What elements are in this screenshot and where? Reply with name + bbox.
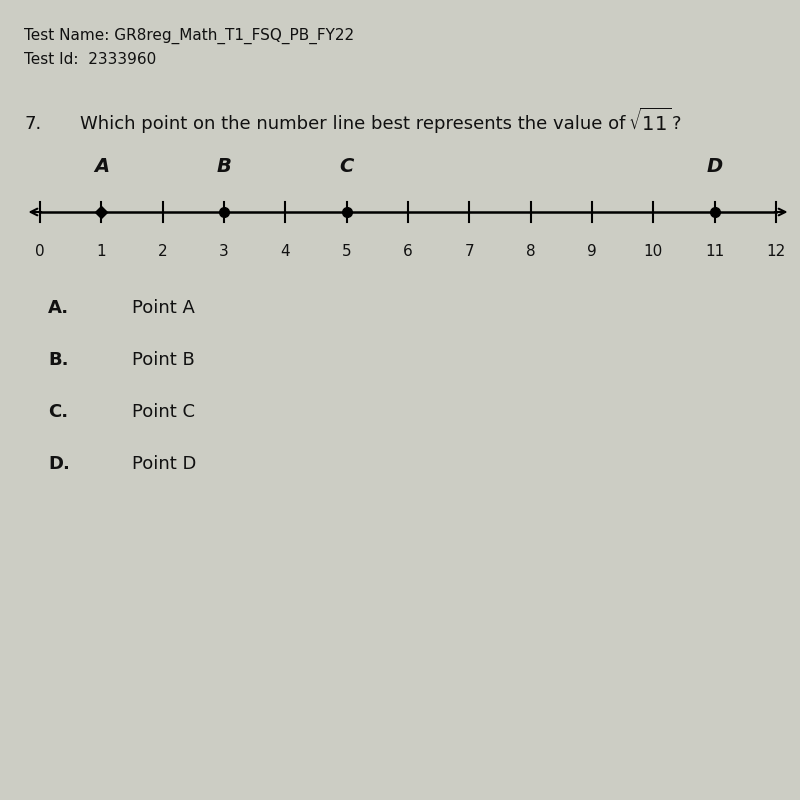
Text: Test Id:  2333960: Test Id: 2333960 — [24, 52, 156, 67]
Text: 6: 6 — [403, 244, 413, 259]
Text: 12: 12 — [766, 244, 786, 259]
Text: 2: 2 — [158, 244, 167, 259]
Text: Point A: Point A — [132, 299, 195, 317]
Text: 8: 8 — [526, 244, 535, 259]
Text: 4: 4 — [281, 244, 290, 259]
Text: 9: 9 — [587, 244, 597, 259]
Text: Point C: Point C — [132, 403, 195, 421]
Text: 5: 5 — [342, 244, 351, 259]
Text: 7: 7 — [465, 244, 474, 259]
Text: Test Name: GR8reg_Math_T1_FSQ_PB_FY22: Test Name: GR8reg_Math_T1_FSQ_PB_FY22 — [24, 28, 354, 44]
Text: $\sqrt{11}$: $\sqrt{11}$ — [628, 108, 671, 135]
Text: 11: 11 — [705, 244, 724, 259]
Text: D: D — [706, 157, 722, 176]
Text: 1: 1 — [97, 244, 106, 259]
Text: Point D: Point D — [132, 455, 196, 473]
Text: 0: 0 — [35, 244, 45, 259]
Text: C: C — [339, 157, 354, 176]
Text: 7.: 7. — [24, 115, 42, 133]
Text: A: A — [94, 157, 109, 176]
Text: 3: 3 — [219, 244, 229, 259]
Text: A.: A. — [48, 299, 69, 317]
Text: B.: B. — [48, 351, 69, 369]
Text: 10: 10 — [644, 244, 663, 259]
Text: Point B: Point B — [132, 351, 194, 369]
Text: C.: C. — [48, 403, 68, 421]
Text: ?: ? — [672, 115, 682, 133]
Text: B: B — [217, 157, 231, 176]
Text: Which point on the number line best represents the value of: Which point on the number line best repr… — [80, 115, 631, 133]
Text: D.: D. — [48, 455, 70, 473]
